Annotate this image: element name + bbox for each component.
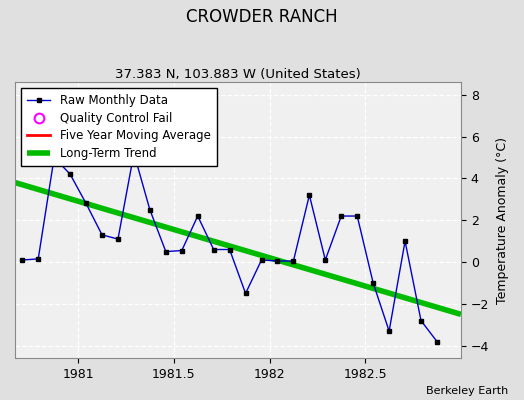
Raw Monthly Data — [226, 247, 233, 252]
Raw Monthly Data — [99, 232, 105, 237]
Raw Monthly Data — [194, 214, 201, 218]
Raw Monthly Data — [418, 318, 424, 323]
Raw Monthly Data — [306, 193, 312, 198]
Legend: Raw Monthly Data, Quality Control Fail, Five Year Moving Average, Long-Term Tren: Raw Monthly Data, Quality Control Fail, … — [21, 88, 216, 166]
Raw Monthly Data — [434, 339, 440, 344]
Raw Monthly Data — [211, 247, 217, 252]
Title: 37.383 N, 103.883 W (United States): 37.383 N, 103.883 W (United States) — [115, 68, 361, 81]
Raw Monthly Data — [386, 329, 392, 334]
Raw Monthly Data — [51, 155, 57, 160]
Raw Monthly Data — [258, 258, 265, 262]
Raw Monthly Data — [19, 258, 26, 262]
Raw Monthly Data — [35, 256, 41, 261]
Text: Berkeley Earth: Berkeley Earth — [426, 386, 508, 396]
Raw Monthly Data — [83, 201, 89, 206]
Raw Monthly Data — [67, 172, 73, 177]
Raw Monthly Data — [275, 259, 281, 264]
Raw Monthly Data — [354, 214, 361, 218]
Raw Monthly Data — [290, 259, 297, 264]
Raw Monthly Data — [243, 291, 249, 296]
Raw Monthly Data — [131, 151, 137, 156]
Y-axis label: Temperature Anomaly (°C): Temperature Anomaly (°C) — [496, 137, 509, 304]
Raw Monthly Data — [322, 258, 329, 262]
Text: CROWDER RANCH: CROWDER RANCH — [186, 8, 338, 26]
Raw Monthly Data — [179, 248, 185, 253]
Raw Monthly Data — [370, 280, 376, 285]
Raw Monthly Data — [147, 207, 153, 212]
Raw Monthly Data — [338, 214, 344, 218]
Raw Monthly Data — [402, 239, 408, 244]
Raw Monthly Data — [115, 237, 121, 242]
Raw Monthly Data — [162, 249, 169, 254]
Line: Raw Monthly Data: Raw Monthly Data — [20, 151, 440, 344]
